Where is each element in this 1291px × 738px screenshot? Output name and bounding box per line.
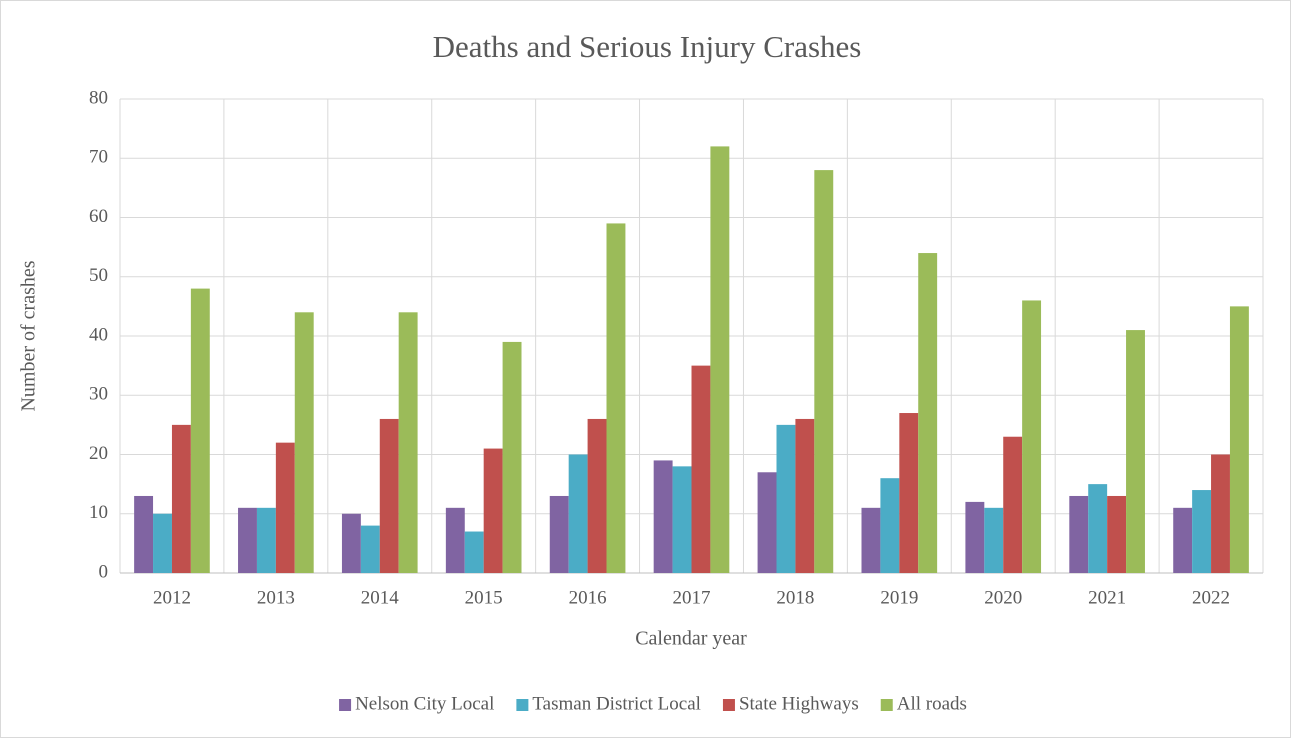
bar — [1022, 300, 1042, 573]
y-tick-label: 10 — [89, 502, 108, 523]
bar — [1069, 495, 1089, 573]
y-axis-title: Number of crashes — [18, 260, 40, 411]
y-tick-label: 30 — [89, 384, 108, 405]
bar — [190, 288, 210, 573]
bar — [238, 507, 257, 573]
bar — [464, 531, 484, 573]
y-tick-label: 20 — [89, 443, 108, 464]
bar — [549, 495, 569, 573]
bar — [445, 507, 465, 573]
bar — [483, 448, 503, 573]
bar — [153, 513, 172, 573]
bar — [587, 418, 607, 573]
x-tick-label: 2021 — [1088, 587, 1126, 608]
bar — [502, 341, 522, 573]
bar — [606, 223, 626, 574]
bar — [1088, 484, 1108, 573]
bar — [984, 507, 1004, 573]
bar — [880, 478, 900, 573]
bar — [1211, 454, 1230, 573]
bar — [861, 507, 881, 573]
bar — [965, 501, 985, 573]
bar — [918, 253, 938, 574]
chart-title: Deaths and Serious Injury Crashes — [433, 29, 862, 64]
bar — [379, 418, 399, 573]
bar — [1003, 436, 1023, 573]
bar — [795, 418, 815, 573]
x-axis-title: Calendar year — [635, 628, 747, 650]
x-tick-label: 2022 — [1192, 587, 1230, 608]
bar — [1229, 306, 1249, 573]
bar — [171, 424, 191, 573]
legend-label: All roads — [897, 693, 967, 714]
legend-label: Tasman District Local — [532, 693, 701, 714]
bar — [710, 146, 730, 573]
bar — [341, 513, 361, 573]
bar — [672, 466, 692, 573]
bar — [1126, 330, 1145, 573]
x-tick-label: 2018 — [776, 587, 814, 608]
x-tick-label: 2016 — [569, 587, 607, 608]
bar — [691, 365, 711, 573]
legend-swatch — [880, 699, 893, 711]
legend-swatch — [339, 699, 352, 711]
bar — [899, 413, 919, 573]
legend-label: Nelson City Local — [355, 693, 494, 714]
x-tick-label: 2013 — [257, 587, 295, 608]
y-tick-label: 50 — [89, 265, 108, 286]
bar — [256, 507, 276, 573]
bar — [294, 312, 314, 573]
x-tick-label: 2015 — [465, 587, 503, 608]
bar — [1173, 507, 1193, 573]
bar — [360, 525, 380, 573]
bar — [1192, 490, 1212, 573]
bar — [134, 495, 154, 573]
legend-label: State Highways — [739, 693, 859, 714]
x-tick-label: 2020 — [984, 587, 1022, 608]
bar — [653, 460, 673, 573]
x-tick-label: 2014 — [361, 587, 400, 608]
bar — [275, 442, 295, 573]
bar — [814, 170, 834, 573]
x-tick-label: 2019 — [880, 587, 918, 608]
bar — [1107, 495, 1127, 573]
legend-swatch — [516, 699, 529, 711]
y-tick-label: 40 — [89, 324, 108, 345]
legend-swatch — [722, 699, 735, 711]
bar — [398, 312, 418, 573]
bar — [757, 472, 777, 573]
bar — [776, 424, 796, 573]
x-tick-label: 2012 — [153, 587, 191, 608]
y-tick-label: 60 — [89, 206, 108, 227]
y-tick-label: 0 — [99, 561, 109, 582]
y-tick-label: 70 — [89, 147, 108, 168]
bar — [568, 454, 588, 573]
x-tick-label: 2017 — [673, 587, 711, 608]
y-tick-label: 80 — [89, 87, 108, 108]
